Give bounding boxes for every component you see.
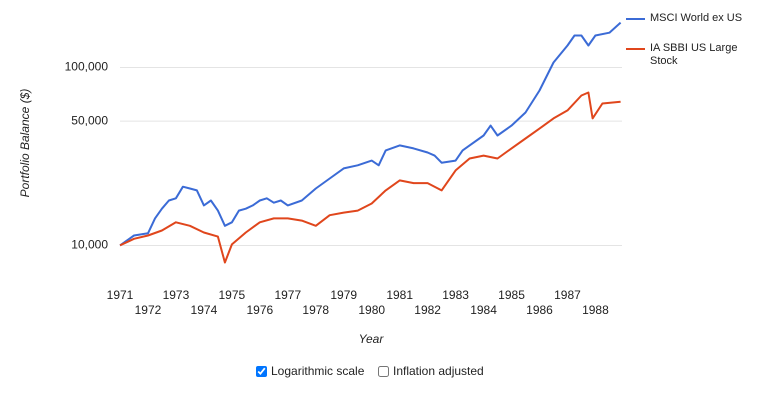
x-tick-label: 1987 (554, 288, 581, 302)
x-tick-label: 1979 (330, 288, 357, 302)
x-tick-label: 1980 (358, 303, 385, 317)
y-axis-title: Portfolio Balance ($) (18, 89, 32, 198)
y-tick-label: 100,000 (65, 60, 109, 74)
x-tick-label: 1973 (163, 288, 190, 302)
y-tick-label: 50,000 (71, 113, 108, 127)
x-tick-label: 1988 (582, 303, 609, 317)
x-tick-label: 1978 (302, 303, 329, 317)
x-tick-label: 1984 (470, 303, 497, 317)
x-tick-label: 1981 (386, 288, 413, 302)
x-tick-label: 1983 (442, 288, 469, 302)
x-tick-label: 1974 (191, 303, 218, 317)
checkbox-label: Logarithmic scale (271, 364, 365, 378)
checkbox-control[interactable]: Logarithmic scale (256, 364, 364, 378)
x-axis-title: Year (359, 332, 385, 346)
legend-label: IA SBBI US Large Stock (650, 42, 738, 67)
x-tick-label: 1972 (135, 303, 162, 317)
x-tick-label: 1977 (274, 288, 301, 302)
checkbox[interactable] (256, 365, 267, 377)
x-tick-label: 1971 (107, 288, 134, 302)
checkbox-label: Inflation adjusted (393, 364, 484, 378)
legend-label: MSCI World ex US (650, 12, 743, 24)
checkbox[interactable] (378, 365, 389, 377)
x-tick-label: 1976 (246, 303, 273, 317)
series-line (119, 91, 621, 264)
x-tick-label: 1986 (526, 303, 553, 317)
x-tick-label: 1985 (498, 288, 525, 302)
x-tick-label: 1975 (219, 288, 246, 302)
series-line (119, 21, 622, 247)
y-tick-label: 10,000 (71, 238, 108, 252)
checkbox-control[interactable]: Inflation adjusted (378, 364, 484, 378)
x-tick-label: 1982 (414, 303, 441, 317)
